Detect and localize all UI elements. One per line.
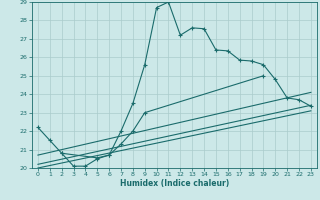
X-axis label: Humidex (Indice chaleur): Humidex (Indice chaleur) [120, 179, 229, 188]
